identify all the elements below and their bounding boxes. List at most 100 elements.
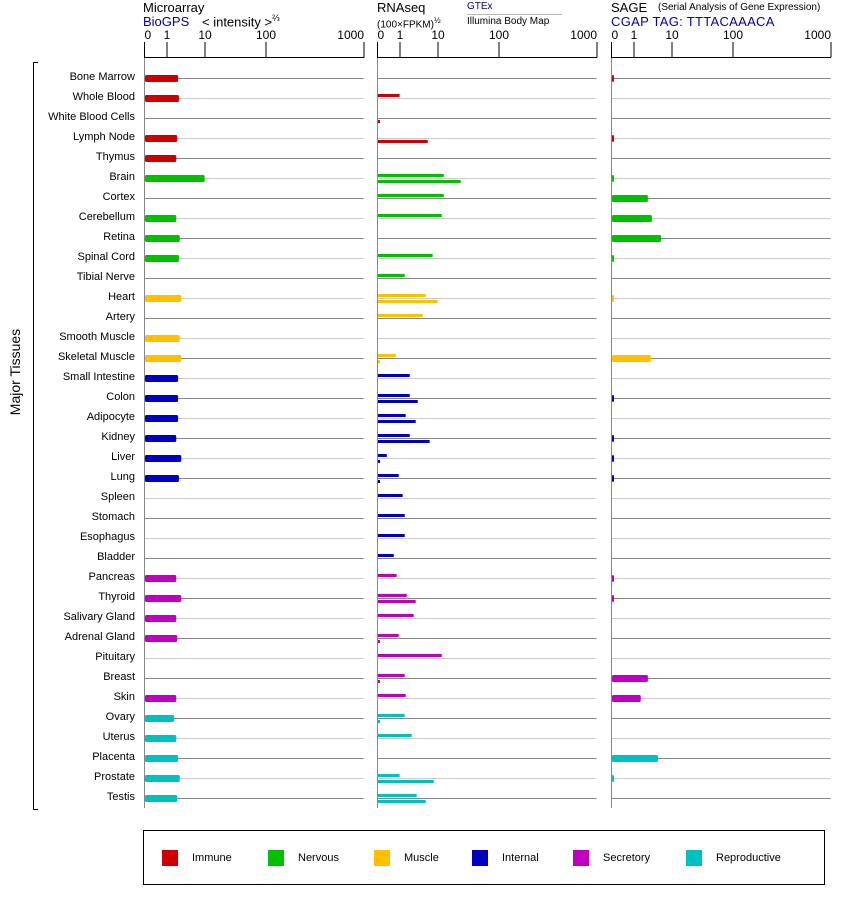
sage-bar xyxy=(612,755,659,762)
microarray-bar xyxy=(145,795,178,802)
sage-title: SAGE xyxy=(611,0,648,15)
tissue-label[interactable]: Bladder xyxy=(97,551,135,563)
illumina-bar xyxy=(378,640,380,643)
tissue-label[interactable]: Cortex xyxy=(102,191,135,203)
legend-item-immune: Immune xyxy=(162,849,232,867)
tissue-label[interactable]: Adrenal Gland xyxy=(64,631,135,643)
tissue-label[interactable]: Smooth Muscle xyxy=(59,331,135,343)
tissue-label[interactable]: Testis xyxy=(106,791,135,803)
gtex-bar xyxy=(378,434,410,437)
tissue-label[interactable]: Artery xyxy=(105,311,135,323)
gtex-bar xyxy=(378,634,399,637)
sage-tick-label: 1 xyxy=(631,28,638,42)
tissue-label[interactable]: Spinal Cord xyxy=(77,251,135,263)
gtex-bar xyxy=(378,574,397,577)
tissue-label[interactable]: Whole Blood xyxy=(72,91,135,103)
gtex-bar xyxy=(378,774,400,777)
tissue-label[interactable]: Lymph Node xyxy=(73,131,135,143)
illumina-bar xyxy=(378,720,380,723)
tissue-label[interactable]: Cerebellum xyxy=(78,211,135,223)
tissue-label[interactable]: Heart xyxy=(108,291,135,303)
microarray-bar xyxy=(145,475,179,482)
rnaseq-tick-label: 1 xyxy=(397,28,404,42)
sage-bar xyxy=(612,235,662,242)
tissue-label[interactable]: Thyroid xyxy=(98,591,135,603)
tissue-label[interactable]: Pituitary xyxy=(95,651,135,663)
microarray-bar xyxy=(145,715,175,722)
microarray-bar xyxy=(145,135,178,142)
cgap-tag-link[interactable]: CGAP TAG: TTTACAAACA xyxy=(611,14,775,29)
tissue-label[interactable]: Breast xyxy=(103,671,135,683)
gtex-bar xyxy=(378,414,406,417)
tissue-label[interactable]: Prostate xyxy=(94,771,135,783)
legend-swatch xyxy=(573,850,589,866)
legend-swatch xyxy=(472,850,488,866)
microarray-bar xyxy=(145,695,177,702)
microarray-tick-label: 1 xyxy=(164,28,171,42)
tissue-label[interactable]: Thymus xyxy=(95,151,135,163)
illumina-bar xyxy=(378,400,418,403)
gtex-bar xyxy=(378,694,406,697)
microarray-bar xyxy=(145,575,177,582)
tissue-label[interactable]: Adipocyte xyxy=(86,411,135,423)
gtex-bar xyxy=(378,454,387,457)
tissue-label[interactable]: Liver xyxy=(111,451,135,463)
tissue-label[interactable]: Skin xyxy=(113,691,135,703)
microarray-bar xyxy=(145,295,182,302)
microarray-bar xyxy=(145,235,180,242)
tissue-label[interactable]: Pancreas xyxy=(88,571,135,583)
sage-bar xyxy=(612,475,614,482)
microarray-bar xyxy=(145,215,177,222)
illumina-bar xyxy=(378,460,380,463)
microarray-bar xyxy=(145,175,205,182)
tissue-label[interactable]: Retina xyxy=(103,231,135,243)
sage-bar xyxy=(612,435,614,442)
sage-bar xyxy=(612,75,614,82)
microarray-title: Microarray xyxy=(143,0,205,15)
tissue-label[interactable]: Colon xyxy=(106,391,135,403)
gtex-bar xyxy=(378,594,407,597)
gtex-bar xyxy=(378,534,405,537)
microarray-bar xyxy=(145,635,178,642)
tissue-label[interactable]: Bone Marrow xyxy=(69,71,135,83)
tissue-label[interactable]: Brain xyxy=(109,171,135,183)
tissue-label[interactable]: White Blood Cells xyxy=(48,111,135,123)
microarray-bar xyxy=(145,775,180,782)
tissue-label[interactable]: Spleen xyxy=(100,491,135,503)
microarray-bar xyxy=(145,155,177,162)
intensity-label: < intensity >⅔ xyxy=(202,13,280,29)
sage-bar xyxy=(612,195,648,202)
rnaseq-units: (100×FPKM)½ xyxy=(377,16,441,30)
legend-label: Internal xyxy=(502,852,539,864)
tissue-label[interactable]: Skeletal Muscle xyxy=(57,351,135,363)
microarray-bar xyxy=(145,595,182,602)
illumina-bar xyxy=(378,360,380,363)
tissue-label[interactable]: Kidney xyxy=(101,431,135,443)
microarray-bar xyxy=(145,755,179,762)
tissue-label[interactable]: Stomach xyxy=(91,511,135,523)
illumina-bar xyxy=(378,800,426,803)
tissue-label[interactable]: Lung xyxy=(110,471,135,483)
microarray-bar xyxy=(145,435,177,442)
microarray-bar xyxy=(145,95,179,102)
microarray-bar xyxy=(145,355,182,362)
sage-bar xyxy=(612,775,614,782)
gtex-bar xyxy=(378,674,405,677)
legend-swatch xyxy=(374,850,390,866)
sage-bar xyxy=(612,135,614,142)
legend-item-secretory: Secretory xyxy=(573,849,650,867)
tissue-label[interactable]: Salivary Gland xyxy=(63,611,135,623)
legend-label: Secretory xyxy=(603,852,651,864)
tissue-label[interactable]: Tibial Nerve xyxy=(76,271,135,283)
biogps-link[interactable]: BioGPS xyxy=(143,14,190,29)
sage-subtitle: (Serial Analysis of Gene Expression) xyxy=(658,2,821,13)
tissue-label[interactable]: Placenta xyxy=(92,751,135,763)
gtex-bar xyxy=(378,494,403,497)
sage-bar xyxy=(612,255,614,262)
tissue-label[interactable]: Uterus xyxy=(102,731,135,743)
tissue-label[interactable]: Esophagus xyxy=(79,531,135,543)
tissue-label[interactable]: Ovary xyxy=(105,711,135,723)
gtex-link[interactable]: GTEx xyxy=(467,1,493,12)
tissue-label[interactable]: Small Intestine xyxy=(62,371,135,383)
